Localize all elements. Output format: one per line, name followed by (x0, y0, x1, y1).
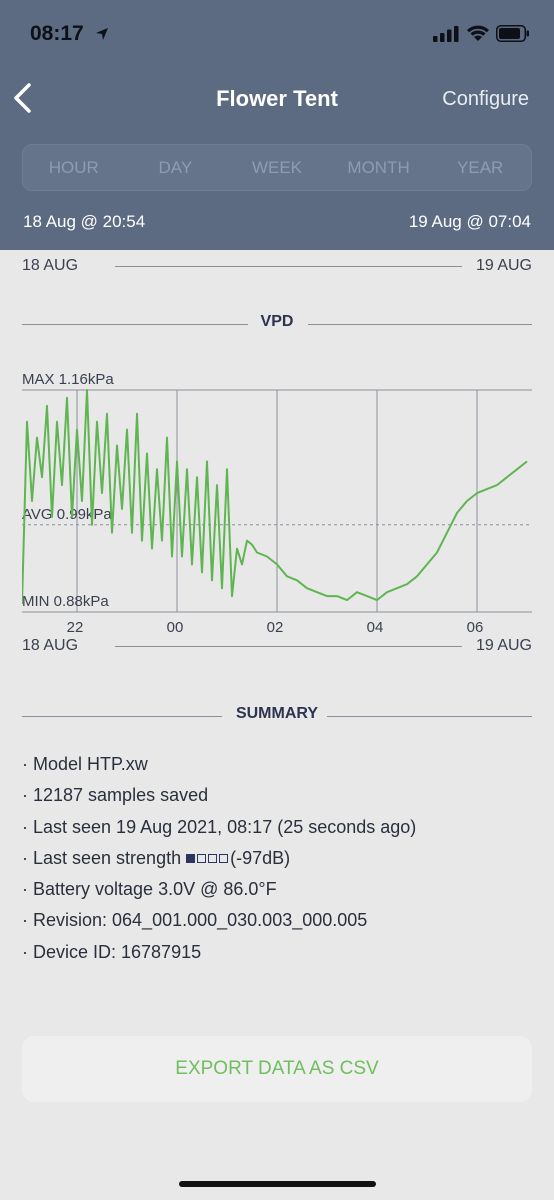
summary-revision: · Revision: 064_001.000_030.003_000.005 (22, 910, 368, 931)
summary-device-id: · Device ID: 16787915 (22, 941, 202, 962)
vpd-chart[interactable]: 22 00 02 04 06 MAX 1.16kPa AVG 0.99kPa MIN 0.88… (22, 360, 534, 640)
avg-label: AVG 0.99kPa (22, 506, 112, 523)
range-segmented-control: HOUR DAY WEEK MONTH YEAR (22, 144, 532, 191)
header: 08:17 Flower Tent Configure HOUR DAY WEE… (0, 0, 554, 250)
signal-bar (197, 853, 207, 863)
x-tick-label: 04 (367, 619, 384, 636)
range-hour[interactable]: HOUR (48, 158, 99, 177)
min-label: MIN 0.88kPa (22, 593, 109, 610)
divider (327, 716, 532, 717)
range-day[interactable]: DAY (158, 158, 193, 177)
range-year[interactable]: YEAR (457, 158, 504, 177)
summary-model: · Model HTP.xw (22, 754, 148, 774)
range-end-date: 19 Aug @ 07:04 (408, 212, 531, 231)
export-csv-button[interactable]: EXPORT DATA AS CSV (22, 1036, 532, 1102)
x-tick-label: 00 (167, 619, 184, 636)
timeline-line (115, 266, 462, 267)
status-time: 08:17 (30, 22, 84, 45)
divider (308, 324, 532, 325)
timeline-top: 18 AUG 19 AUG (22, 257, 532, 279)
wifi-icon (467, 25, 489, 41)
divider (22, 324, 248, 325)
configure-button[interactable]: Configure (442, 88, 529, 110)
summary-last-seen: · Last seen 19 Aug 2021, 08:17 (25 secon… (22, 816, 417, 837)
timeline-end-label: 19 AUG (475, 637, 532, 654)
x-tick-label: 02 (267, 619, 284, 636)
timeline-end-label: 19 AUG (475, 257, 532, 274)
max-label: MAX 1.16kPa (22, 371, 114, 388)
signal-bar (208, 853, 218, 863)
x-tick-label: 06 (467, 619, 484, 636)
strength-label: · Last seen strength (22, 847, 187, 868)
summary-strength: · Last seen strength (-97dB) (22, 846, 416, 877)
summary-list: · Model HTP.xw · 12187 samples saved · L… (22, 752, 416, 971)
signal-strength-icon (186, 848, 230, 868)
page-title: Flower Tent (216, 86, 338, 111)
back-chevron-icon[interactable] (10, 82, 38, 114)
battery-icon (496, 25, 529, 42)
status-bar: 08:17 (0, 0, 554, 66)
signal-bar (186, 853, 196, 863)
summary-section-title: SUMMARY (235, 705, 319, 722)
x-tick-label: 22 (67, 619, 84, 636)
range-month[interactable]: MONTH (347, 158, 410, 177)
summary-section-header: SUMMARY (22, 705, 532, 729)
summary-battery: · Battery voltage 3.0V @ 86.0°F (22, 879, 277, 900)
location-arrow-icon (96, 28, 108, 40)
vpd-section-header: VPD (22, 313, 532, 337)
timeline-start-label: 18 AUG (22, 257, 79, 274)
home-indicator (179, 1181, 376, 1187)
vpd-series-line (22, 389, 528, 605)
vpd-section-title: VPD (260, 313, 294, 330)
cellular-signal-icon (433, 26, 459, 42)
divider (22, 716, 222, 717)
strength-value: (-97dB) (230, 847, 291, 868)
signal-bar (219, 853, 229, 863)
summary-samples: · 12187 samples saved (22, 785, 209, 806)
range-start-date: 18 Aug @ 20:54 (23, 212, 146, 231)
range-week[interactable]: WEEK (251, 158, 303, 177)
timeline-start-label: 18 AUG (22, 637, 79, 654)
timeline-line (115, 646, 462, 647)
timeline-bottom: 18 AUG 19 AUG (22, 637, 532, 659)
